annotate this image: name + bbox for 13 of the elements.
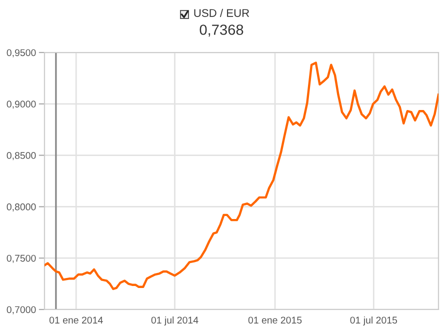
y-tick-label: 0,8500 <box>6 152 36 160</box>
line-series <box>44 62 438 290</box>
y-tick-label: 0,9500 <box>6 49 36 58</box>
x-tick-label: 01 ene 2015 <box>248 316 302 324</box>
chart-subtitle: 0,7368 <box>200 24 244 37</box>
y-tick-label: 0,8000 <box>6 203 36 212</box>
y-tick-label: 0,9000 <box>6 100 36 109</box>
x-tick-label: 01 ene 2014 <box>49 316 103 324</box>
chart-title: USD / EUR <box>194 8 250 17</box>
x-tick-label: 01 jul 2015 <box>350 316 398 326</box>
y-tick-label: 0,7000 <box>6 306 36 314</box>
y-tick-label: 0,7500 <box>6 254 36 263</box>
x-tick-label: 01 jul 2014 <box>151 316 198 326</box>
